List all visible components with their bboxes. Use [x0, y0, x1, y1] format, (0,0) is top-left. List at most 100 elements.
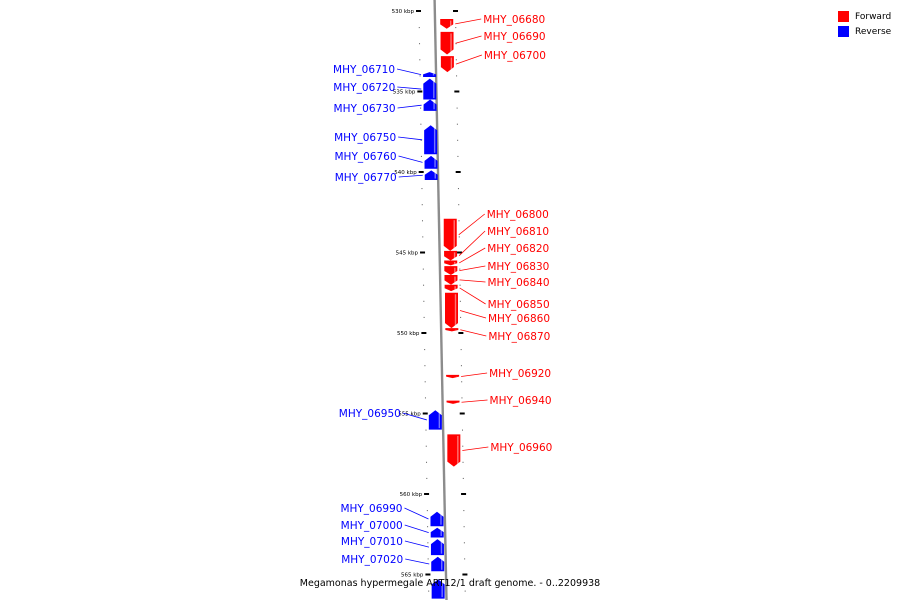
- gene-label[interactable]: MHY_06810: [487, 226, 549, 238]
- minor-tick: [462, 461, 464, 463]
- gene-layer: [423, 19, 461, 599]
- gene-arrow[interactable]: [423, 72, 437, 78]
- gene-label[interactable]: MHY_06860: [488, 313, 550, 325]
- label-layer: MHY_06680 MHY_06690 MHY_06700 MHY_06710 MHY_…: [333, 14, 552, 566]
- gene-body: [444, 275, 458, 285]
- gene-body: [430, 527, 444, 538]
- gene-body: [430, 511, 444, 527]
- minor-tick: [421, 204, 423, 206]
- gene-arrow[interactable]: [430, 527, 444, 538]
- forward-swatch: [838, 11, 849, 22]
- minor-tick: [424, 349, 426, 351]
- gene-arrow[interactable]: [440, 56, 454, 73]
- gene-arrow[interactable]: [446, 374, 460, 379]
- gene-label[interactable]: MHY_06700: [484, 50, 546, 62]
- gene-body: [444, 260, 458, 266]
- minor-tick: [463, 510, 465, 512]
- gene-label[interactable]: MHY_07000: [341, 520, 403, 532]
- gene-arrow[interactable]: [430, 511, 444, 527]
- tick-label: 565 kbp: [401, 573, 424, 579]
- gene-body: [445, 328, 459, 332]
- minor-tick: [423, 300, 425, 302]
- gene-label[interactable]: MHY_06960: [490, 442, 552, 454]
- minor-tick: [422, 268, 424, 270]
- minor-tick: [423, 316, 425, 318]
- gene-arrow[interactable]: [440, 31, 454, 55]
- gene-arrow[interactable]: [428, 410, 442, 430]
- gene-label[interactable]: MHY_06690: [484, 31, 546, 43]
- gene-label[interactable]: MHY_06680: [483, 14, 545, 26]
- gene-label[interactable]: MHY_06950: [339, 408, 401, 420]
- gene-arrow[interactable]: [447, 434, 461, 467]
- gene-body: [444, 284, 458, 292]
- gene-arrow[interactable]: [440, 19, 454, 29]
- gene-label[interactable]: MHY_07010: [341, 536, 403, 548]
- major-tick: [420, 251, 426, 254]
- gene-arrow[interactable]: [423, 99, 437, 111]
- gene-label[interactable]: MHY_06940: [490, 395, 552, 407]
- minor-tick: [460, 365, 462, 367]
- gene-label[interactable]: MHY_06710: [333, 64, 395, 76]
- gene-body: [444, 250, 458, 261]
- gene-label[interactable]: MHY_06920: [489, 368, 551, 380]
- minor-tick: [420, 139, 422, 141]
- legend: Forward Reverse: [838, 9, 891, 39]
- minor-tick: [456, 107, 458, 109]
- label-leader: [398, 136, 423, 141]
- tick-label: 530 kbp: [392, 9, 415, 15]
- gene-arrow[interactable]: [424, 155, 438, 169]
- gene-label[interactable]: MHY_06750: [334, 132, 396, 144]
- gene-body: [423, 99, 437, 111]
- gene-arrow[interactable]: [445, 292, 459, 329]
- gene-body: [440, 31, 454, 55]
- gene-label[interactable]: MHY_06870: [488, 331, 550, 343]
- label-leader: [396, 68, 422, 75]
- gene-label[interactable]: MHY_06820: [487, 243, 549, 255]
- gene-arrow[interactable]: [446, 400, 460, 404]
- gene-label[interactable]: MHY_06720: [333, 82, 395, 94]
- gene-label[interactable]: MHY_07020: [341, 554, 403, 566]
- minor-tick: [419, 43, 421, 45]
- gene-label[interactable]: MHY_06730: [334, 103, 396, 115]
- gene-arrow[interactable]: [424, 170, 438, 181]
- gene-arrow[interactable]: [423, 78, 437, 100]
- gene-arrow[interactable]: [430, 539, 444, 556]
- tick-label: 550 kbp: [397, 331, 420, 337]
- gene-label[interactable]: MHY_06850: [488, 299, 550, 311]
- gene-arrow[interactable]: [444, 250, 458, 261]
- tick-label: 560 kbp: [400, 492, 423, 498]
- gene-label[interactable]: MHY_06840: [487, 277, 549, 289]
- gene-label[interactable]: MHY_06770: [335, 172, 397, 184]
- gene-arrow[interactable]: [444, 260, 458, 266]
- gene-arrow[interactable]: [445, 328, 459, 332]
- gene-arrow[interactable]: [444, 284, 458, 292]
- major-tick: [462, 573, 468, 576]
- legend-reverse-label: Reverse: [855, 26, 892, 37]
- gene-arrow[interactable]: [444, 266, 458, 276]
- label-leader: [461, 372, 488, 377]
- major-tick: [425, 573, 431, 576]
- minor-tick: [422, 236, 424, 238]
- gene-label[interactable]: MHY_06830: [487, 261, 549, 273]
- gene-arrow[interactable]: [431, 579, 445, 599]
- gene-body: [446, 400, 460, 404]
- gene-arrow[interactable]: [424, 125, 438, 155]
- label-leader: [402, 412, 427, 421]
- gene-arrow[interactable]: [444, 275, 458, 285]
- major-tick: [422, 412, 428, 415]
- major-tick: [424, 493, 430, 495]
- gene-label[interactable]: MHY_06800: [487, 209, 549, 221]
- gene-body: [446, 374, 460, 379]
- minor-tick: [420, 123, 422, 125]
- minor-tick: [464, 558, 466, 560]
- label-leader: [458, 213, 485, 236]
- gene-arrow[interactable]: [431, 556, 445, 572]
- legend-reverse: Reverse: [838, 24, 891, 39]
- gene-label[interactable]: MHY_06760: [334, 151, 396, 163]
- gene-arrow[interactable]: [443, 218, 457, 251]
- label-leader: [455, 35, 482, 44]
- label-leader: [398, 174, 423, 178]
- major-tick: [454, 90, 460, 93]
- gene-label[interactable]: MHY_06990: [340, 503, 402, 515]
